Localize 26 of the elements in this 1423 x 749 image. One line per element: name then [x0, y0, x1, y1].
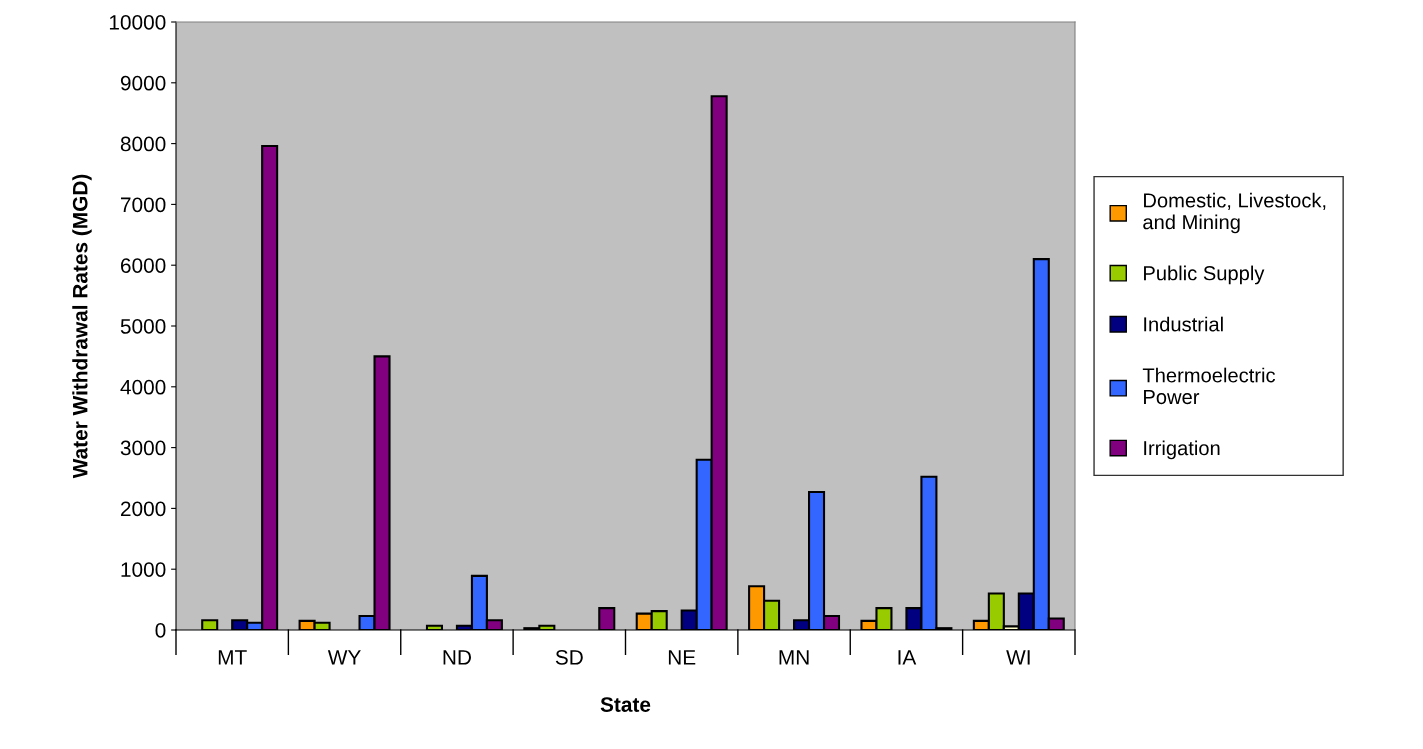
x-tick-label: IA: [898, 650, 917, 665]
legend-label: Domestic, Livestock, and Mining: [1143, 192, 1326, 234]
y-tick-label: 7000: [121, 197, 166, 213]
legend-label: Thermoelectric Power: [1142, 367, 1276, 405]
x-tick-label: NE: [668, 650, 696, 665]
y-tick-label: 1000: [121, 562, 166, 577]
y-axis-title: Water Withdrawal Rates (MGD): [72, 174, 92, 479]
legend-label: Industrial: [1144, 316, 1223, 332]
x-axis-title: State: [600, 697, 651, 712]
legend-label: Public Supply: [1144, 265, 1265, 285]
y-tick-label: 9000: [120, 75, 166, 91]
x-tick-label: WY: [327, 650, 361, 665]
x-tick-label: WI: [1006, 650, 1030, 665]
y-tick-label: 5000: [120, 319, 166, 334]
legend-label: Irrigation: [1144, 440, 1220, 460]
y-tick-label: 4000: [120, 379, 166, 395]
x-tick-label: MT: [218, 650, 247, 665]
y-tick-label: 3000: [120, 440, 166, 456]
x-tick-label: SD: [555, 649, 583, 665]
y-tick-label: 0: [155, 623, 166, 638]
y-tick-label: 10000: [109, 15, 166, 30]
y-tick-label: 8000: [120, 136, 166, 152]
y-tick-label: 6000: [120, 258, 166, 273]
y-tick-label: 2000: [120, 501, 166, 517]
x-tick-label: ND: [443, 650, 471, 665]
x-tick-label: MN: [779, 650, 809, 665]
